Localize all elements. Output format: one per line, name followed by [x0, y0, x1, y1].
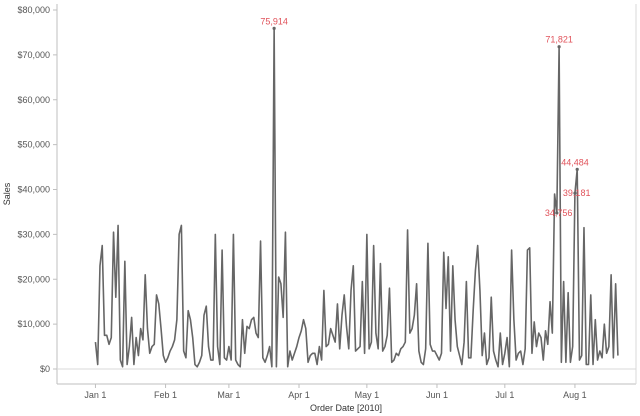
x-tick-label: Aug 1: [563, 390, 587, 400]
annotation-label: 39,181: [563, 188, 591, 198]
y-axis-ticks: $0 $10,000 $20,000 $30,000 $40,000 $50,000 $60…: [17, 5, 57, 374]
sales-series-line-0: [94, 27, 619, 368]
annotation-point: [575, 167, 579, 171]
x-tick-label: Jun 1: [426, 390, 448, 400]
x-axis-title: Order Date [2010]: [310, 403, 382, 413]
x-tick-label: Jul 1: [495, 390, 514, 400]
y-tick-label: $40,000: [17, 185, 50, 195]
x-tick-label: Apr 1: [288, 390, 310, 400]
x-tick-label: May 1: [355, 390, 380, 400]
y-tick-label: $0: [40, 364, 50, 374]
y-tick-label: $80,000: [17, 5, 50, 15]
x-axis-ticks: Jan 1 Feb 1 Mar 1 Apr 1 May 1 Jun 1 Jul 1 Aug 1: [84, 384, 587, 400]
y-tick-label: $20,000: [17, 274, 50, 284]
annotations: 75,914 71,821 44,484 39,181 34,756: [260, 16, 590, 218]
annotation-point: [555, 211, 559, 215]
annotation-label: 75,914: [260, 16, 288, 26]
annotation-label: 44,484: [561, 157, 589, 167]
annotation-point: [557, 45, 561, 49]
x-tick-label: Mar 1: [217, 390, 240, 400]
annotation-point: [272, 26, 276, 30]
y-tick-label: $70,000: [17, 50, 50, 60]
y-tick-label: $50,000: [17, 140, 50, 150]
y-tick-label: $10,000: [17, 319, 50, 329]
annotation-point: [573, 191, 577, 195]
y-axis-title: Sales: [2, 182, 12, 205]
annotation-label: 34,756: [545, 208, 573, 218]
series-layer: [94, 27, 619, 368]
y-tick-label: $60,000: [17, 95, 50, 105]
y-tick-label: $30,000: [17, 229, 50, 239]
x-tick-label: Feb 1: [154, 390, 177, 400]
x-tick-label: Jan 1: [84, 390, 106, 400]
annotation-label: 71,821: [545, 35, 573, 45]
